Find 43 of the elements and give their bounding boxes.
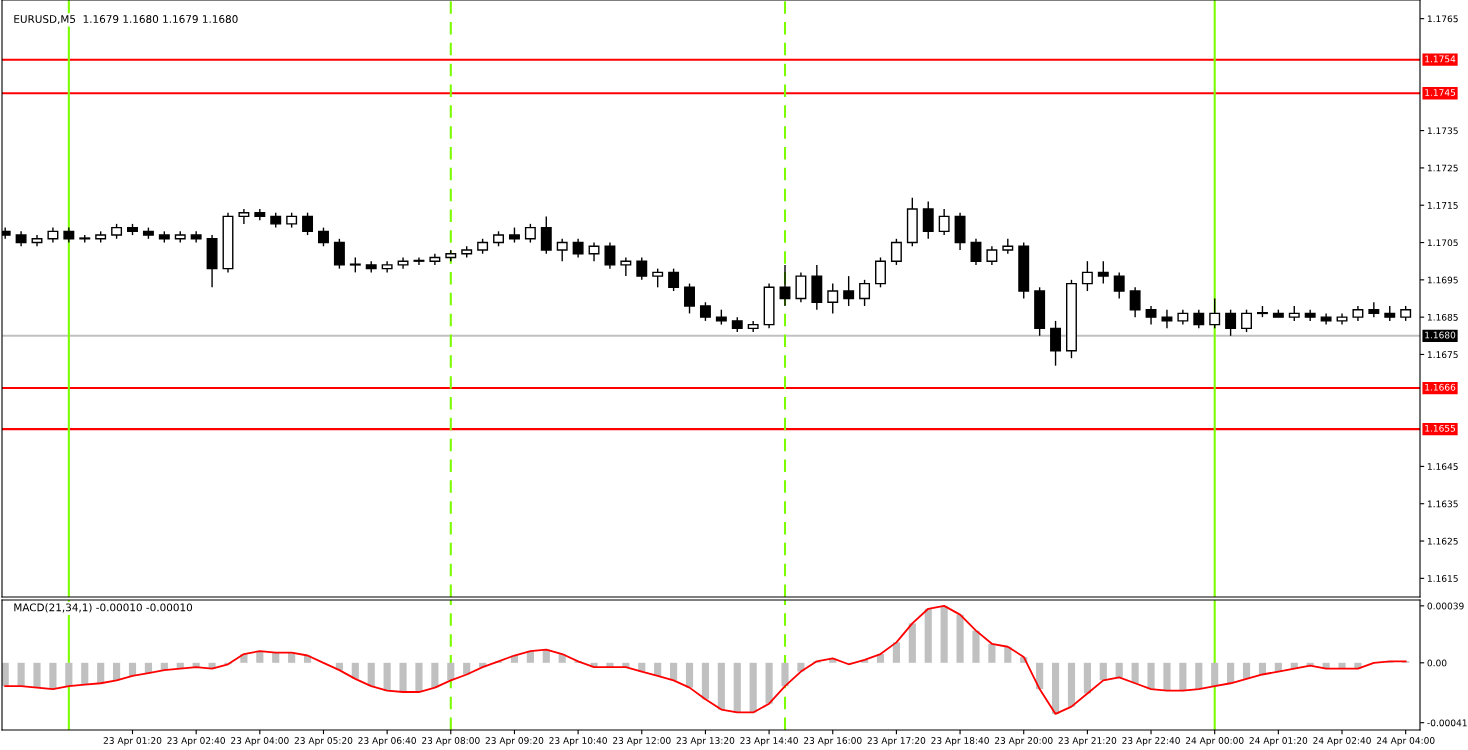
ref-line-label: 1.1745	[1425, 89, 1456, 96]
y-tick-label: 1.1715	[1427, 202, 1458, 209]
x-tick-label: 23 Apr 12:00	[613, 737, 671, 746]
y-tick-label: 1.1615	[1427, 575, 1458, 582]
y-tick-label: 1.1725	[1427, 164, 1458, 172]
y-tick-label: 1.1635	[1427, 500, 1458, 508]
y-tick-label: 1.1685	[1427, 313, 1458, 321]
y-tick-label: 1.1765	[1427, 15, 1458, 23]
x-tick-label: 24 Apr 04:00	[1376, 737, 1435, 746]
annotation: MACD(21,34,1) -0.00010 -0.00010	[14, 603, 193, 613]
y-tick-label: 0.00	[1427, 659, 1447, 667]
x-tick-label: 23 Apr 09:20	[485, 737, 544, 746]
y-tick-label: 1.1705	[1427, 239, 1458, 247]
x-tick-label: 23 Apr 06:40	[358, 737, 416, 746]
x-tick-label: 23 Apr 14:40	[740, 737, 798, 746]
y-tick-label: 1.1625	[1427, 537, 1458, 545]
x-tick-label: 23 Apr 04:00	[231, 737, 289, 746]
x-tick-label: 23 Apr 05:20	[294, 737, 353, 746]
ref-line-label: 1.1680	[1425, 331, 1456, 339]
ref-line-label: 1.1754	[1425, 55, 1456, 63]
x-tick-label: 23 Apr 18:40	[931, 737, 989, 746]
x-tick-label: 23 Apr 13:20	[676, 737, 735, 746]
x-tick-label: 23 Apr 22:40	[1122, 737, 1180, 746]
ref-line-label: 1.1666	[1425, 383, 1456, 391]
y-tick-label: 1.1735	[1427, 127, 1458, 135]
y-tick-label: 1.1675	[1427, 351, 1458, 359]
x-tick-label: 23 Apr 10:40	[549, 737, 607, 746]
x-tick-label: 23 Apr 17:20	[867, 737, 926, 746]
x-tick-label: 23 Apr 08:00	[422, 737, 480, 746]
y-tick-label: 1.1645	[1427, 463, 1458, 470]
annotation: EURUSD,M5 1.1679 1.1680 1.1679 1.1680	[14, 15, 238, 25]
x-tick-label: 24 Apr 01:20	[1249, 737, 1308, 746]
y-tick-label: 1.1695	[1427, 276, 1458, 284]
y-tick-label: 0.00039	[1427, 602, 1464, 610]
x-tick-label: 24 Apr 02:40	[1313, 737, 1371, 746]
x-tick-label: 23 Apr 01:20	[103, 737, 162, 746]
x-tick-label: 23 Apr 21:20	[1058, 737, 1117, 746]
x-tick-label: 23 Apr 16:00	[803, 737, 862, 746]
ref-line-label: 1.1655	[1425, 424, 1456, 432]
y-tick-label: -0.00041	[1427, 719, 1467, 727]
x-tick-label: 24 Apr 00:00	[1185, 737, 1244, 746]
x-tick-label: 23 Apr 20:00	[994, 737, 1053, 746]
x-tick-label: 23 Apr 02:40	[167, 737, 225, 746]
